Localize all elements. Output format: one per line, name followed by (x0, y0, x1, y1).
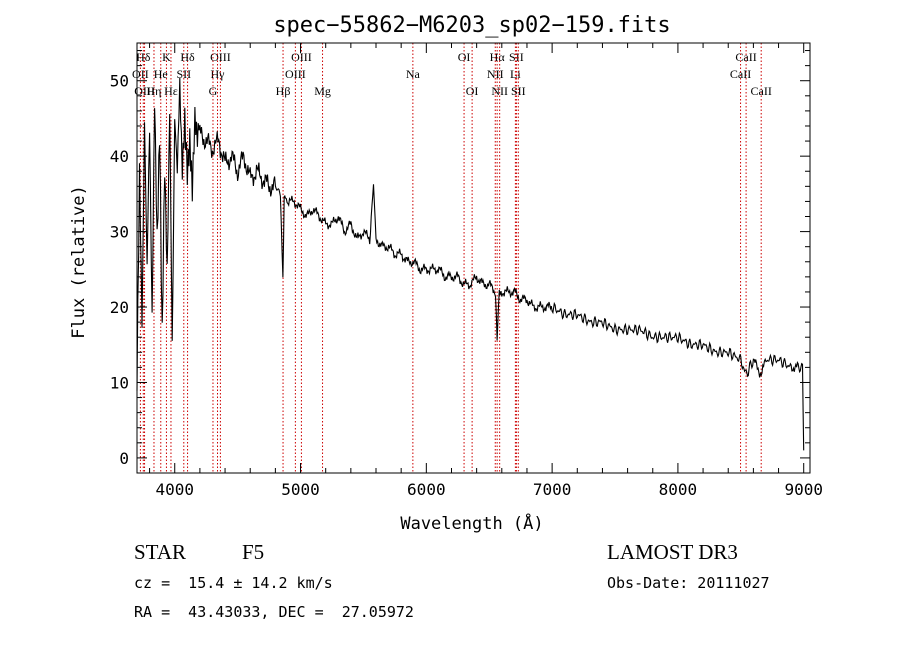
x-tick-label: 4000 (155, 480, 194, 499)
y-tick-label: 30 (110, 223, 129, 242)
spectral-line-label: NII (487, 67, 504, 81)
object-class: STAR (134, 540, 186, 564)
x-tick-label: 6000 (407, 480, 446, 499)
spectral-line-label: Hα (490, 50, 506, 64)
y-axis-label: Flux (relative) (69, 185, 89, 339)
x-tick-label: 5000 (281, 480, 320, 499)
spectral-line-label: Na (406, 67, 421, 81)
spectral-line-label: OII (132, 67, 149, 81)
x-tick-label: 9000 (784, 480, 823, 499)
y-tick-label: 10 (110, 373, 129, 392)
spectral-line-label: SII (176, 67, 191, 81)
spectral-line-label: CaII (730, 67, 751, 81)
x-tick-label: 7000 (533, 480, 572, 499)
spectral-line-label: Mg (314, 84, 331, 98)
survey-name: LAMOST DR3 (607, 540, 738, 564)
spectral-line-label: Hε (164, 84, 178, 98)
spectral-line-label: CaII (751, 84, 772, 98)
spectral-line-label: OIII (134, 84, 155, 98)
y-tick-label: 0 (119, 449, 129, 468)
spectral-line-label: G (209, 84, 218, 98)
y-tick-label: 50 (110, 72, 129, 91)
spectral-line-label: Hγ (211, 67, 226, 81)
spectral-line-label: OIII (210, 50, 231, 64)
chart-title: spec−55862−M6203_sp02−159.fits (273, 13, 670, 38)
axis-ticks: 4000 5000 6000 7000 8000 9000 0 10 20 30 40 50 (110, 43, 823, 499)
y-tick-label: 20 (110, 298, 129, 317)
x-axis-label: Wavelength (Å) (400, 512, 543, 534)
x-tick-label: 8000 (659, 480, 698, 499)
spectral-line-label: OIII (285, 67, 306, 81)
spectral-line-label: Hδ (136, 50, 151, 64)
y-tick-label: 40 (110, 147, 129, 166)
spectral-line-label: Hη (147, 84, 162, 98)
spectral-line-label: SII (509, 50, 524, 64)
spectral-line-label: SII (511, 84, 526, 98)
spectral-line-label: Hβ (276, 84, 291, 98)
spectral-line-label: Li (510, 67, 521, 81)
spectral-line-label: K (162, 50, 171, 64)
coordinates: RA = 43.43033, DEC = 27.05972 (134, 603, 414, 621)
spectral-line-label: CaII (735, 50, 756, 64)
spectrum-line (136, 77, 805, 451)
spectral-line-label: OIII (291, 50, 312, 64)
spectral-line-markers: Hδ OII OIII K He Hη SII Hε Hδ OIII Hγ G Hβ OIII OIII Mg… (132, 43, 772, 473)
obs-date: Obs-Date: 20111027 (607, 574, 770, 592)
spectral-line-label: Hδ (180, 50, 195, 64)
object-subclass: F5 (242, 540, 265, 564)
spectrum-chart: spec−55862−M6203_sp02−159.fits Hδ OII OIII… (69, 13, 823, 534)
spectral-line-label: NII (491, 84, 508, 98)
spectral-line-label: He (154, 67, 168, 81)
spectral-line-label: OI (458, 50, 471, 64)
velocity-readout: cz = 15.4 ± 14.2 km/s (134, 574, 333, 592)
spectral-line-label: OI (466, 84, 479, 98)
plot-frame (136, 42, 811, 474)
